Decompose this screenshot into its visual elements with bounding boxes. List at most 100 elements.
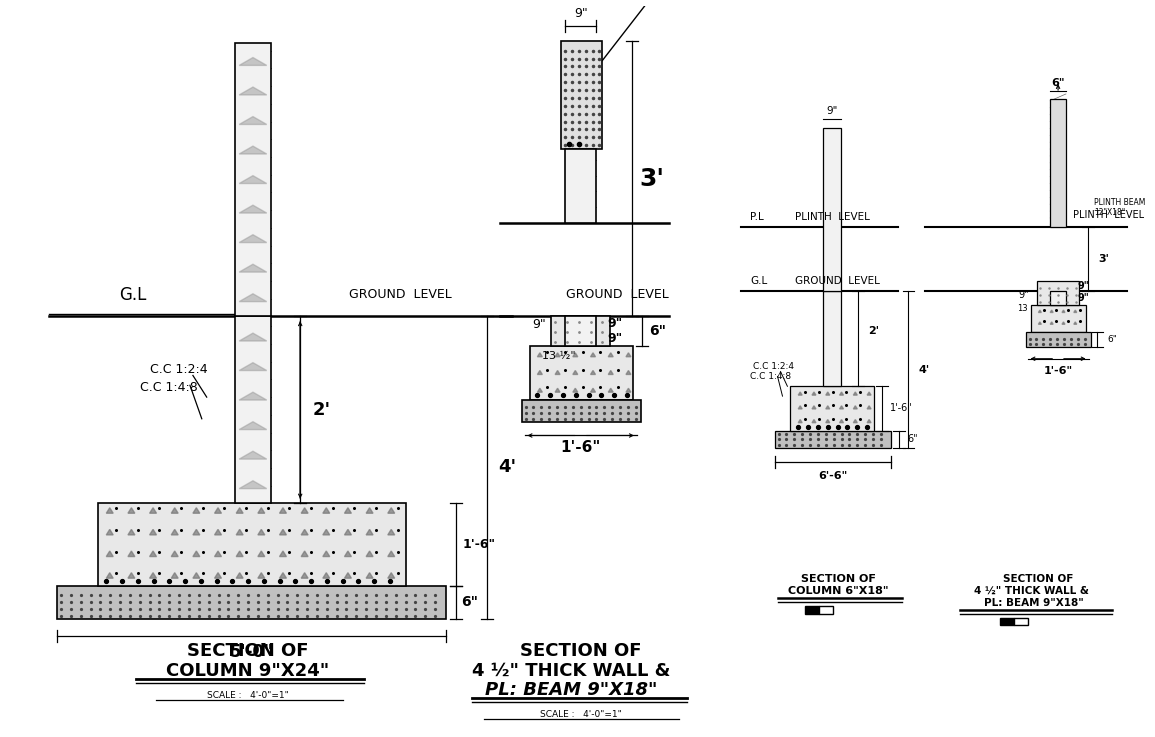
Polygon shape [1074, 322, 1076, 324]
Text: 4 ½" THICK WALL &: 4 ½" THICK WALL & [471, 662, 670, 680]
Polygon shape [537, 371, 543, 374]
Text: 1'-6": 1'-6" [560, 440, 601, 455]
Text: G.L: G.L [119, 286, 147, 304]
Bar [1030, 304, 1086, 332]
Text: 9": 9" [1078, 281, 1089, 291]
Polygon shape [258, 551, 264, 556]
Polygon shape [1038, 322, 1042, 324]
Text: 3': 3' [639, 167, 664, 191]
Polygon shape [344, 529, 351, 535]
Bar [805, 606, 819, 614]
Polygon shape [840, 392, 843, 395]
Text: PL: BEAM 9"X18": PL: BEAM 9"X18" [984, 598, 1083, 608]
Polygon shape [239, 146, 267, 154]
Polygon shape [237, 551, 243, 556]
Polygon shape [854, 392, 857, 395]
Polygon shape [867, 419, 871, 423]
Polygon shape [150, 551, 156, 556]
Text: SCALE :   4'-0"=1": SCALE : 4'-0"=1" [207, 691, 289, 700]
Text: 9": 9" [608, 332, 623, 345]
Text: SECTION OF: SECTION OF [1004, 574, 1074, 584]
Polygon shape [556, 353, 560, 357]
Polygon shape [301, 573, 308, 579]
Polygon shape [388, 508, 395, 513]
Text: 9": 9" [826, 105, 837, 116]
Polygon shape [239, 451, 267, 459]
Polygon shape [344, 573, 351, 579]
Text: 2': 2' [313, 401, 331, 419]
Polygon shape [193, 529, 200, 535]
Polygon shape [840, 406, 843, 409]
Text: 6": 6" [907, 434, 918, 444]
Polygon shape [239, 116, 267, 125]
Text: C.C 1:4:8: C.C 1:4:8 [140, 381, 198, 394]
Polygon shape [239, 333, 267, 341]
Polygon shape [826, 419, 829, 423]
Polygon shape [537, 388, 543, 392]
Text: 12"X18": 12"X18" [1095, 208, 1126, 217]
Polygon shape [193, 508, 200, 513]
Polygon shape [301, 529, 308, 535]
Polygon shape [1038, 310, 1042, 312]
Text: 9": 9" [1019, 290, 1029, 300]
Text: 13 ½": 13 ½" [542, 351, 576, 361]
Bar [236, 43, 270, 316]
Polygon shape [556, 388, 560, 392]
Text: PLINTH  LEVEL: PLINTH LEVEL [796, 212, 870, 222]
Polygon shape [215, 573, 222, 579]
Polygon shape [215, 551, 222, 556]
Bar [522, 400, 641, 422]
Polygon shape [239, 205, 267, 213]
Polygon shape [573, 353, 578, 357]
Bar [236, 316, 270, 503]
Polygon shape [626, 388, 631, 392]
Text: 6": 6" [1051, 78, 1065, 88]
Polygon shape [537, 353, 543, 357]
Polygon shape [258, 529, 264, 535]
Bar [1050, 291, 1066, 304]
Polygon shape [258, 508, 264, 513]
Text: 6": 6" [649, 324, 666, 338]
Polygon shape [239, 481, 267, 489]
Bar [775, 430, 891, 448]
Polygon shape [150, 508, 156, 513]
Text: 9": 9" [608, 317, 623, 329]
Polygon shape [237, 573, 243, 579]
Polygon shape [366, 551, 373, 556]
Bar [98, 503, 405, 586]
Polygon shape [171, 573, 178, 579]
Bar [565, 149, 596, 223]
Polygon shape [867, 392, 871, 395]
Polygon shape [812, 392, 815, 395]
Text: COLUMN 6"X18": COLUMN 6"X18" [789, 586, 889, 596]
Polygon shape [867, 406, 871, 409]
Polygon shape [106, 529, 113, 535]
Bar [565, 316, 596, 346]
Polygon shape [826, 392, 829, 395]
Text: C.C 1:4:8: C.C 1:4:8 [750, 372, 791, 381]
Bar [1026, 332, 1090, 347]
Polygon shape [215, 508, 222, 513]
Polygon shape [840, 419, 843, 423]
Bar [529, 346, 633, 400]
Text: GROUND  LEVEL: GROUND LEVEL [566, 288, 669, 301]
Text: 4': 4' [498, 458, 516, 477]
Polygon shape [128, 508, 135, 513]
Polygon shape [301, 551, 308, 556]
Text: 9": 9" [574, 7, 588, 20]
Polygon shape [366, 573, 373, 579]
Polygon shape [106, 573, 113, 579]
Polygon shape [590, 371, 596, 374]
Text: C.C 1:2:4: C.C 1:2:4 [150, 363, 207, 376]
Polygon shape [812, 406, 815, 409]
Polygon shape [590, 353, 596, 357]
Bar [822, 291, 841, 386]
Polygon shape [239, 87, 267, 95]
Bar [57, 586, 446, 618]
Text: 1'-6": 1'-6" [463, 538, 495, 551]
Text: 1'-6": 1'-6" [1043, 366, 1073, 376]
Text: COLUMN 9"X24": COLUMN 9"X24" [166, 662, 329, 680]
Polygon shape [1061, 310, 1065, 312]
Polygon shape [239, 57, 267, 66]
Polygon shape [388, 573, 395, 579]
